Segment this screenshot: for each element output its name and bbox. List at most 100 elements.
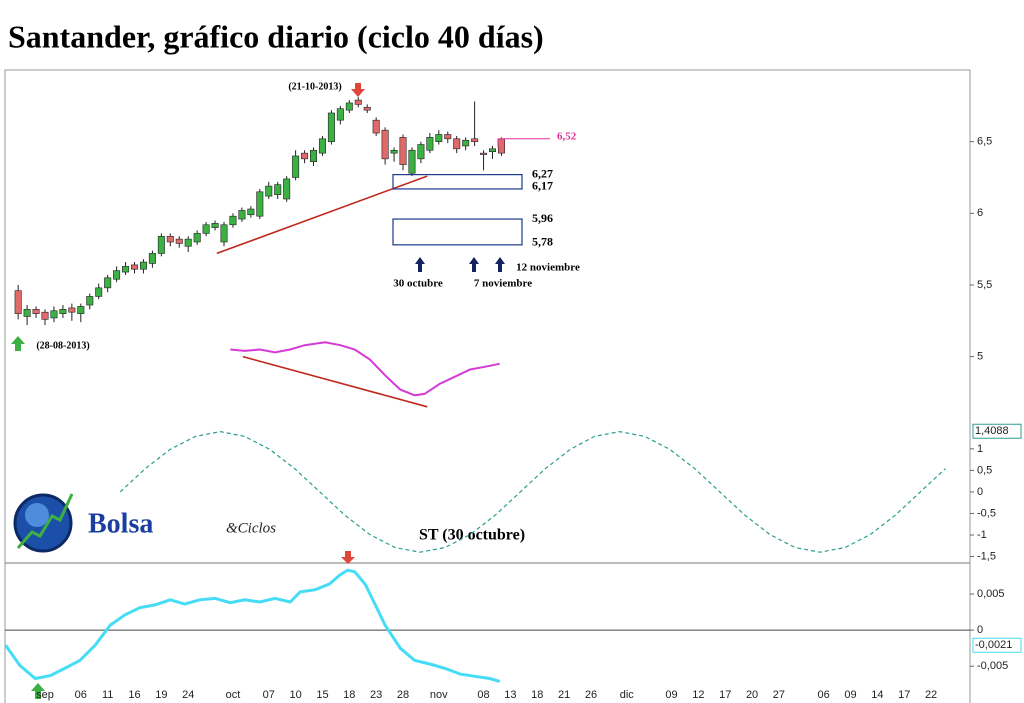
- annotation: (21-10-2013): [288, 81, 341, 92]
- arrow-down: [351, 83, 365, 97]
- candle-body: [157, 235, 165, 254]
- x-tick-label: oct: [226, 689, 241, 701]
- candle-body: [220, 224, 228, 243]
- candle-body: [122, 266, 130, 273]
- logo-globe: [25, 503, 49, 527]
- zone-label: 5,96: [532, 211, 553, 225]
- candle-body: [399, 137, 407, 165]
- last-value-label: -0,0021: [975, 639, 1012, 651]
- candle-body: [363, 106, 371, 111]
- candle-body: [104, 277, 112, 289]
- candle-body: [148, 253, 156, 264]
- candle-body: [202, 224, 210, 234]
- candle-body: [354, 99, 362, 105]
- chart-title: Santander, gráfico diario (ciclo 40 días…: [8, 18, 544, 54]
- y-tick-label: 5,5: [977, 279, 992, 291]
- candle-body: [489, 148, 497, 152]
- x-tick-label: 17: [898, 689, 910, 701]
- y-tick-label: -1,5: [977, 550, 996, 562]
- price-zone: [392, 174, 523, 190]
- candle-body: [417, 144, 425, 160]
- y-tick-label: 6: [977, 207, 983, 219]
- candle-body: [408, 149, 416, 174]
- logo-text: Bolsa: [88, 508, 153, 539]
- candle-body: [131, 264, 139, 270]
- x-tick-label: 15: [316, 689, 328, 701]
- trend-line: [216, 175, 428, 255]
- price-zone: [392, 218, 523, 246]
- x-tick-label: 18: [343, 689, 355, 701]
- x-tick-label: 07: [263, 689, 275, 701]
- x-tick-label: 19: [155, 689, 167, 701]
- candle-body: [77, 306, 85, 314]
- series-line: [4, 568, 501, 683]
- x-tick-label: 20: [746, 689, 758, 701]
- annotation: 30 octubre: [393, 278, 443, 290]
- series-line: [119, 430, 946, 553]
- x-tick-label: 13: [504, 689, 516, 701]
- arrow-up: [11, 336, 25, 351]
- x-tick-label: 06: [818, 689, 830, 701]
- candle-body: [265, 185, 273, 197]
- candle-body: [435, 134, 443, 142]
- candle-body: [14, 290, 22, 314]
- zone-label: 5,78: [532, 235, 553, 249]
- candle-body: [256, 191, 264, 217]
- x-tick-label: 11: [102, 689, 113, 701]
- candle-body: [345, 102, 353, 111]
- candle-body: [238, 210, 246, 220]
- y-tick-label: -1: [977, 529, 987, 541]
- arrow-up: [495, 257, 505, 272]
- resistance-label: 6,52: [557, 130, 577, 142]
- y-tick-label: 5: [977, 351, 983, 363]
- x-tick-label: 26: [585, 689, 597, 701]
- candle-body: [211, 223, 219, 228]
- candle-body: [372, 119, 380, 134]
- candle-body: [301, 152, 309, 160]
- candle-body: [23, 309, 31, 317]
- x-tick-label: 17: [719, 689, 731, 701]
- last-value-label: 1,4088: [975, 425, 1009, 437]
- trend-line: [242, 355, 428, 408]
- candle-body: [497, 138, 505, 154]
- candle-body: [318, 138, 326, 154]
- candle-body: [68, 307, 76, 313]
- x-tick-label: 08: [477, 689, 489, 701]
- x-tick-label: 09: [665, 689, 677, 701]
- candle-body: [32, 309, 40, 314]
- x-tick-label: 27: [773, 689, 785, 701]
- candle-body: [229, 215, 237, 226]
- candle-body: [247, 208, 255, 216]
- annotation: 7 noviembre: [474, 278, 532, 290]
- y-tick-label: 0,005: [977, 588, 1005, 600]
- y-tick-label: 0,5: [977, 464, 992, 476]
- y-tick-label: 0: [977, 624, 983, 636]
- arrow-up: [469, 257, 479, 272]
- candle-body: [327, 112, 335, 142]
- y-tick-label: -0,5: [977, 507, 996, 519]
- x-tick-label: 16: [128, 689, 140, 701]
- last-value-box: [972, 423, 1022, 439]
- candle-body: [113, 270, 121, 280]
- candle-body: [184, 238, 192, 247]
- y-tick-label: 0: [977, 486, 983, 498]
- candle-body: [310, 149, 318, 163]
- arrow-down: [341, 551, 355, 564]
- candle-body: [175, 238, 183, 244]
- annotation: 12 noviembre: [516, 262, 580, 274]
- logo-arrow: [16, 493, 74, 549]
- x-tick-label: 28: [397, 689, 409, 701]
- candle-body: [59, 309, 67, 314]
- candle-body: [292, 155, 300, 178]
- x-tick-label: 22: [925, 689, 937, 701]
- candle-body: [426, 137, 434, 151]
- last-value-box: [972, 637, 1022, 653]
- candle-body: [139, 261, 147, 270]
- annotation: ST (30 octubre): [419, 527, 525, 544]
- candle-body: [480, 152, 488, 155]
- candle-body: [41, 311, 49, 320]
- candle-body: [50, 310, 58, 319]
- y-tick-label: 6,5: [977, 136, 992, 148]
